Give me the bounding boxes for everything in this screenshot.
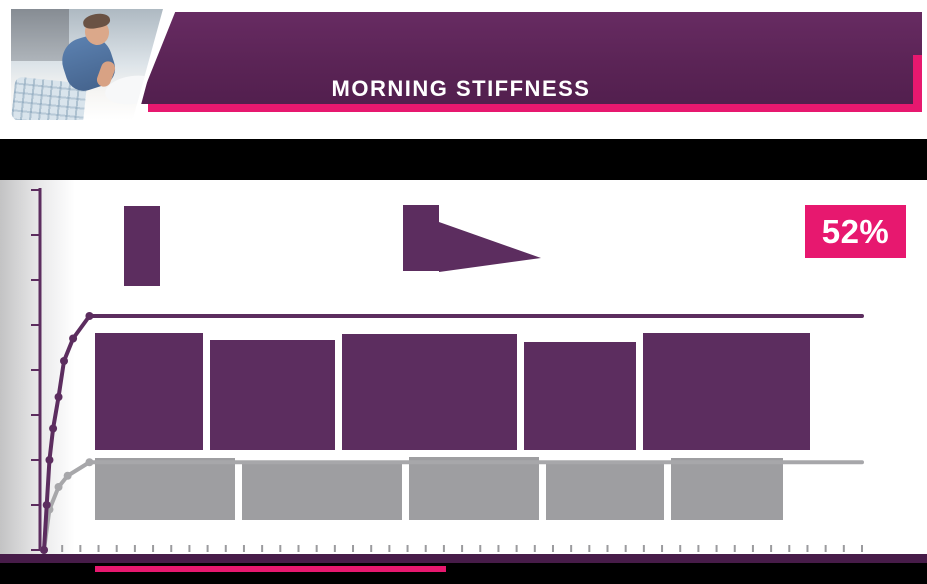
header-band — [138, 12, 922, 104]
percentage-badge: 52% — [805, 205, 906, 258]
footer-bar — [0, 554, 927, 563]
header-accent-right — [913, 55, 922, 104]
chart-left-gradient — [0, 180, 100, 554]
page-title: MORNING STIFFNESS — [331, 76, 591, 101]
obscured-label-blocks — [95, 333, 810, 520]
top-divider-band — [0, 139, 927, 180]
series-upper-series-purple — [40, 312, 864, 554]
header-accent-line — [148, 104, 922, 112]
chart-axes — [31, 188, 863, 552]
photo-scene — [11, 9, 163, 120]
header-photo — [6, 4, 168, 125]
footer-accent-line — [95, 566, 446, 572]
obscured-glyphs — [124, 205, 541, 286]
photo-headboard — [11, 9, 69, 61]
stiffness-line-chart — [31, 188, 864, 554]
percentage-badge-value: 52% — [821, 212, 890, 250]
